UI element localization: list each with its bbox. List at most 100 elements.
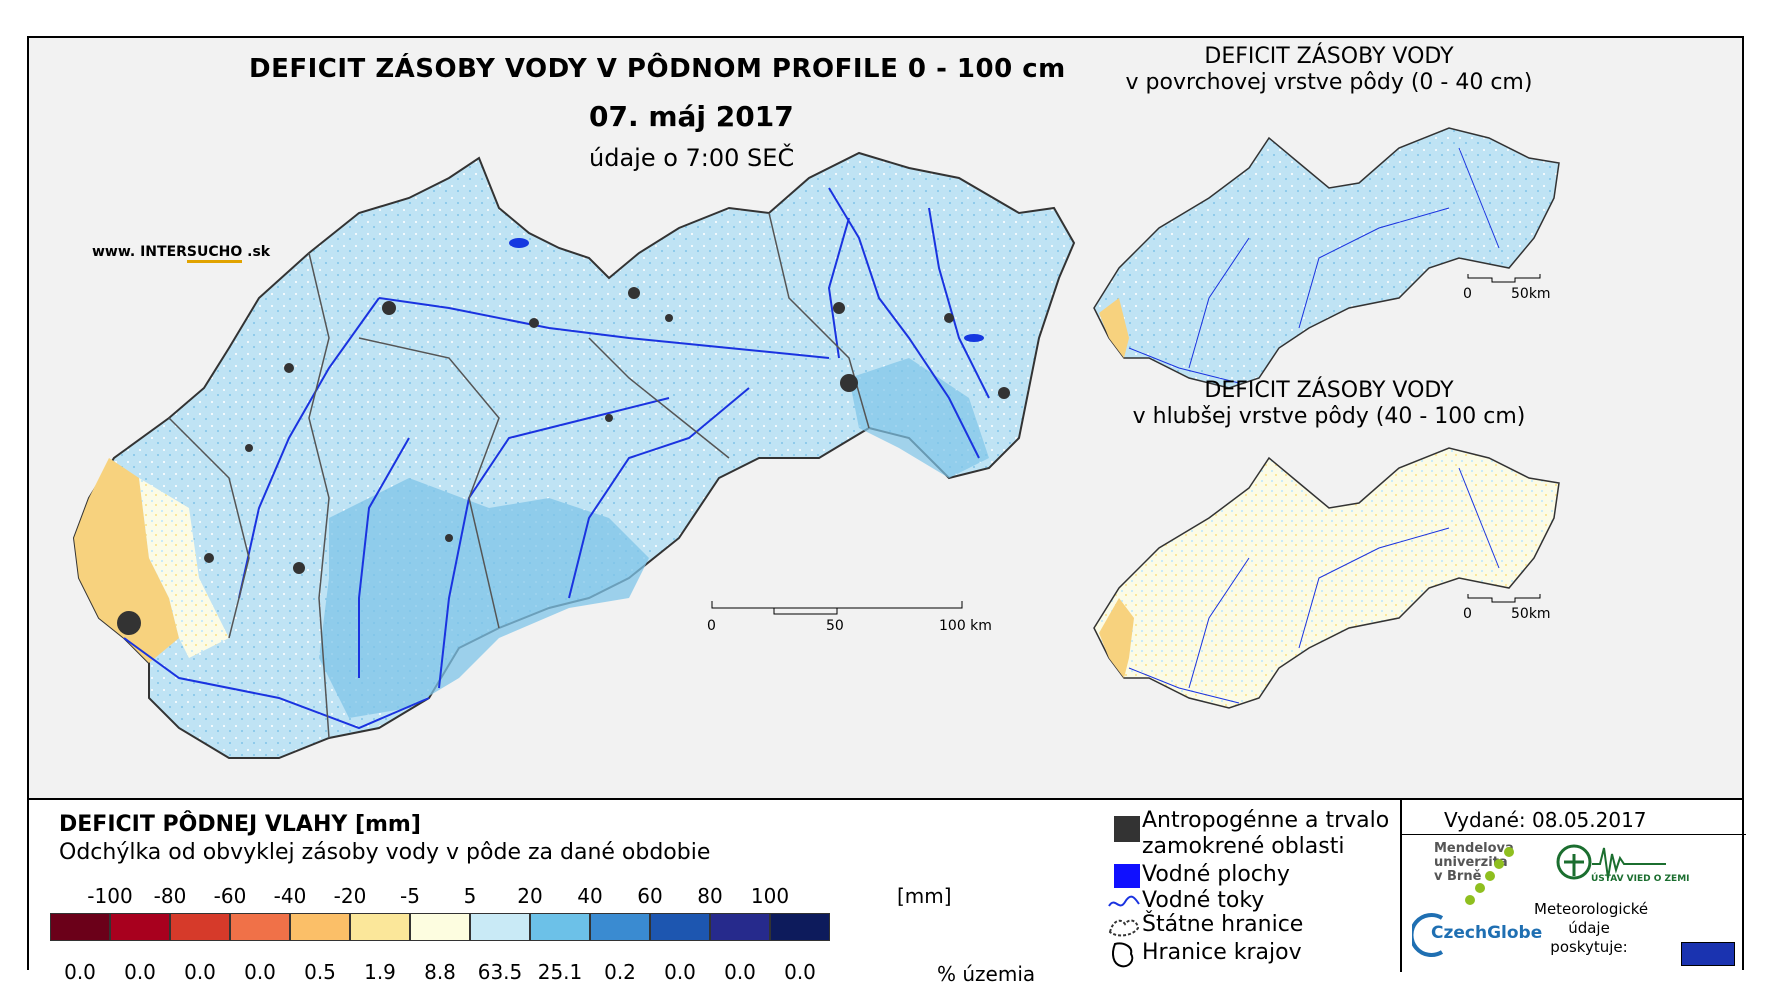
main-scale-bar (711, 601, 963, 615)
main-map (72, 127, 1560, 759)
inset-surface-yellow (1099, 298, 1129, 358)
inset-deep-title-2: v hlubšej vrstve pôdy (40 - 100 cm) (1132, 404, 1526, 429)
main-scale-100: 100 km (939, 618, 992, 634)
inset-surface-scale-0: 0 (1463, 286, 1472, 302)
legend-class-label: 100 (750, 884, 790, 908)
rivers-main (123, 187, 990, 730)
uvz-logo-icon (1556, 844, 1666, 880)
legend-percentage-value: 0.0 (244, 960, 276, 984)
legend-class-label: -5 (400, 884, 420, 908)
legend-percentage-value: 63.5 (477, 960, 523, 984)
main-scale-50: 50 (826, 618, 844, 634)
legend-percentage-value: 0.0 (184, 960, 216, 984)
legend-color-swatch (110, 913, 170, 941)
anthropogenic-label-1: Antropogénne a trvalo (1142, 808, 1390, 833)
legend-percentage-value: 0.0 (724, 960, 756, 984)
legend-class-label: -20 (333, 884, 367, 908)
mendel-university-logo: Mendelova univerzita v Brně (1434, 841, 1514, 884)
meteo-data-label: Meteorologické údaje poskytuje: (1534, 900, 1649, 956)
legend-percentage-value: 8.8 (424, 960, 456, 984)
legend-unit: [mm] (897, 884, 952, 908)
legend-class-label: 40 (577, 884, 603, 908)
inset-surface-scale-50: 50km (1511, 286, 1551, 302)
inset-surface-map (1093, 127, 1560, 389)
anthropogenic-label-2: zamokrené oblasti (1142, 834, 1345, 859)
deficit-zone-cream-west (139, 478, 229, 658)
inset-deep-scale (1467, 594, 1541, 603)
czechglobe-arc-icon (1412, 913, 1444, 957)
legend-panel: DEFICIT PÔDNEJ VLAHY [mm] Odchýlka od ob… (29, 798, 1746, 986)
region-border-icon (1112, 942, 1134, 968)
legend-percentage-value: 0.0 (664, 960, 696, 984)
issued-date: Vydané: 08.05.2017 (1444, 808, 1647, 832)
map-date: 07. máj 2017 (589, 100, 794, 133)
rivers-label: Vodné toky (1142, 888, 1265, 913)
inset-surface-title-1: DEFICIT ZÁSOBY VODY (1204, 44, 1454, 69)
legend-color-swatch (50, 913, 110, 941)
legend-divider (1400, 800, 1402, 972)
legend-class-label: -40 (273, 884, 307, 908)
legend-color-swatch (650, 913, 710, 941)
legend-percentage-value: 25.1 (537, 960, 583, 984)
inset-deep-map (1093, 447, 1560, 709)
map-time: údaje o 7:00 SEČ (589, 144, 795, 172)
anthropogenic-areas (117, 287, 1010, 635)
map-area: DEFICIT ZÁSOBY VODY V PÔDNOM PROFILE 0 -… (29, 38, 1742, 798)
legend-percentage-value: 0.0 (784, 960, 816, 984)
legend-percentage-value: 0.0 (64, 960, 96, 984)
legend-color-swatch (170, 913, 230, 941)
main-scale-0: 0 (707, 618, 716, 634)
legend-color-swatch (470, 913, 530, 941)
water-bodies-label: Vodné plochy (1142, 862, 1290, 887)
inset-surface-title-2: v povrchovej vrstve pôdy (0 - 40 cm) (1125, 70, 1533, 95)
legend-percentage-value: 0.2 (604, 960, 636, 984)
inset-deep-title-1: DEFICIT ZÁSOBY VODY (1204, 378, 1454, 403)
deficit-zone-blue (319, 478, 649, 718)
deficit-zone-yellow-west (74, 458, 179, 663)
uvz-logo-text: ÚSTAV VIED O ZEMI (1591, 874, 1690, 884)
legend-percentage-value: 0.5 (304, 960, 336, 984)
legend-class-label: -80 (153, 884, 187, 908)
inset-deep-yellow (1099, 598, 1134, 678)
state-border-icon (1108, 919, 1140, 937)
legend-percentage-value: 0.0 (124, 960, 156, 984)
mendel-dots-icon (1465, 847, 1514, 905)
legend-color-swatch (530, 913, 590, 941)
legend-class-label: 5 (463, 884, 477, 908)
anthropogenic-swatch (1114, 816, 1140, 842)
inset-deep-scale-0: 0 (1463, 606, 1472, 622)
inset-deep-scale-50: 50km (1511, 606, 1551, 622)
legend-color-swatch (410, 913, 470, 941)
state-border-label: Štátne hranice (1142, 912, 1304, 937)
shmu-logo (1681, 942, 1735, 966)
river-icon (1108, 895, 1140, 907)
legend-class-label: 60 (637, 884, 663, 908)
legend-color-swatch (230, 913, 290, 941)
water-body-swatch (1114, 864, 1140, 888)
czechglobe-logo-text: CzechGlobe (1431, 923, 1543, 943)
legend-percent-unit: % územia (937, 962, 1036, 986)
legend-color-swatch (350, 913, 410, 941)
website-link[interactable]: www. INTERSUCHO .sk (92, 244, 270, 263)
inset-deep-rivers (1128, 467, 1500, 704)
legend-subtitle: Odchýlka od obvyklej zásoby vody v pôde … (59, 840, 711, 865)
legend-class-label: -100 (87, 884, 133, 908)
inset-surface-rivers (1128, 147, 1500, 384)
legend-color-swatch (290, 913, 350, 941)
legend-percentage-value: 1.9 (364, 960, 396, 984)
map-title: DEFICIT ZÁSOBY VODY V PÔDNOM PROFILE 0 -… (249, 54, 1066, 84)
map-frame: DEFICIT ZÁSOBY VODY V PÔDNOM PROFILE 0 -… (27, 36, 1746, 986)
inset-surface-scale (1467, 274, 1541, 283)
legend-class-label: 20 (517, 884, 543, 908)
region-borders (168, 212, 870, 739)
water-bodies (509, 238, 984, 342)
legend-color-swatch (590, 913, 650, 941)
region-border-label: Hranice krajov (1142, 940, 1302, 965)
deficit-zone-blue-east (849, 358, 989, 478)
legend-color-swatch (770, 913, 830, 941)
legend-class-label: -60 (213, 884, 247, 908)
legend-color-swatch (710, 913, 770, 941)
legend-class-label: 80 (697, 884, 723, 908)
legend-title: DEFICIT PÔDNEJ VLAHY [mm] (59, 812, 421, 837)
issued-underline (1402, 834, 1746, 835)
